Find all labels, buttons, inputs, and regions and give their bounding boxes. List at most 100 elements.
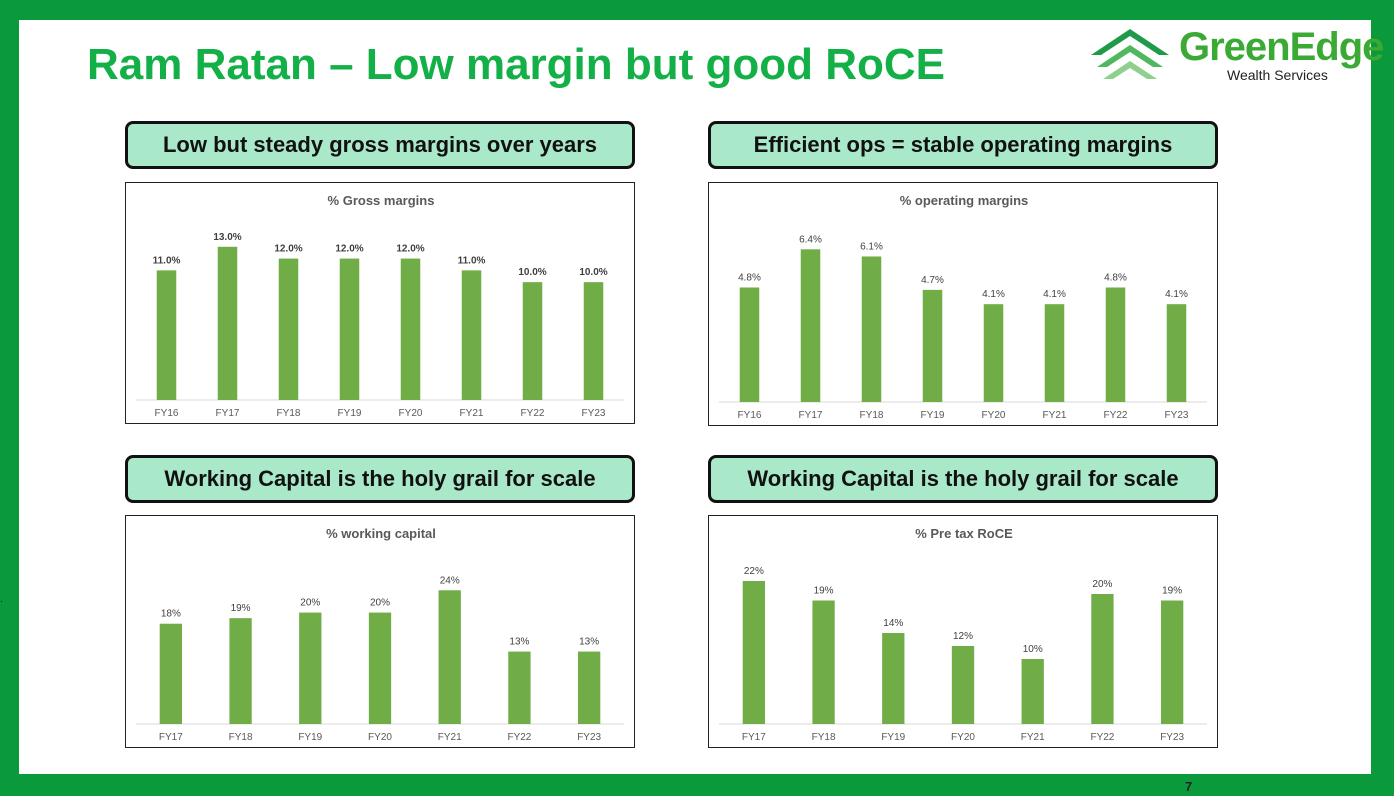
data-label: 19% bbox=[231, 603, 251, 614]
data-label: 13% bbox=[579, 637, 599, 648]
data-label: 10% bbox=[1023, 644, 1043, 655]
x-tick-label: FY19 bbox=[921, 410, 945, 421]
bar bbox=[1166, 304, 1187, 402]
bar bbox=[159, 623, 183, 724]
x-tick-label: FY21 bbox=[1021, 732, 1045, 743]
bar bbox=[983, 304, 1004, 402]
x-tick-label: FY17 bbox=[799, 410, 823, 421]
x-tick-label: FY19 bbox=[298, 732, 322, 743]
logo-tagline: Wealth Services bbox=[1227, 67, 1328, 83]
caption-working-capital: Working Capital is the holy grail for sc… bbox=[125, 455, 635, 503]
x-tick-label: FY18 bbox=[860, 410, 884, 421]
data-label: 4.8% bbox=[738, 272, 761, 283]
x-tick-label: FY16 bbox=[155, 408, 179, 419]
data-label: 6.1% bbox=[860, 241, 883, 252]
data-label: 6.4% bbox=[799, 234, 822, 245]
x-tick-label: FY22 bbox=[507, 732, 531, 743]
data-label: 20% bbox=[1092, 579, 1112, 590]
chart-working-capital: % working capital 18% FY17 19% FY18 20% FY19 20… bbox=[125, 515, 635, 748]
bar bbox=[368, 612, 392, 724]
chart-working-capital-svg: % working capital 18% FY17 19% FY18 20% FY19 20… bbox=[136, 526, 624, 743]
data-label: 10.0% bbox=[579, 267, 607, 278]
x-tick-label: FY20 bbox=[982, 410, 1006, 421]
x-tick-label: FY21 bbox=[460, 408, 484, 419]
x-tick-label: FY16 bbox=[738, 410, 762, 421]
data-label: 12.0% bbox=[274, 244, 302, 255]
x-tick-label: FY17 bbox=[159, 732, 183, 743]
bar bbox=[156, 270, 177, 400]
data-label: 4.7% bbox=[921, 275, 944, 286]
x-tick-label: FY23 bbox=[1160, 732, 1184, 743]
chart-gross-margins: % Gross margins 11.0% FY16 13.0% FY17 12.0% FY… bbox=[125, 182, 635, 424]
bar bbox=[508, 651, 531, 724]
x-tick-label: FY18 bbox=[812, 732, 836, 743]
caption-gross-margins: Low but steady gross margins over years bbox=[125, 121, 635, 169]
bar bbox=[922, 289, 943, 402]
chart-operating-margins: % operating margins 4.8% FY16 6.4% FY17 6.1% F… bbox=[708, 182, 1218, 426]
bar bbox=[400, 258, 421, 400]
bar bbox=[812, 600, 835, 724]
x-tick-label: FY17 bbox=[216, 408, 240, 419]
chart-title: % operating margins bbox=[900, 193, 1029, 208]
page-number: 7 bbox=[1185, 779, 1193, 794]
data-label: 11.0% bbox=[458, 255, 486, 266]
chart-gross-margins-svg: % Gross margins 11.0% FY16 13.0% FY17 12.0% FY… bbox=[136, 193, 624, 419]
data-label: 18% bbox=[161, 609, 181, 620]
caption-operating-margins: Efficient ops = stable operating margins bbox=[708, 121, 1218, 169]
edge-mark: . bbox=[0, 594, 3, 605]
bar bbox=[299, 612, 322, 724]
bar bbox=[1105, 287, 1126, 402]
bar bbox=[339, 258, 360, 400]
data-label: 4.1% bbox=[982, 289, 1005, 300]
x-tick-label: FY23 bbox=[582, 408, 606, 419]
bar bbox=[577, 651, 601, 724]
data-label: 20% bbox=[370, 598, 390, 609]
bar bbox=[951, 646, 975, 724]
x-tick-label: FY21 bbox=[1043, 410, 1067, 421]
data-label: 13.0% bbox=[213, 232, 241, 243]
x-tick-label: FY18 bbox=[229, 732, 253, 743]
x-tick-label: FY22 bbox=[521, 408, 545, 419]
data-label: 11.0% bbox=[153, 255, 181, 266]
data-label: 12.0% bbox=[396, 244, 424, 255]
bar bbox=[1160, 600, 1184, 724]
chart-title: % Pre tax RoCE bbox=[915, 526, 1013, 541]
bar bbox=[1044, 304, 1065, 402]
bar bbox=[461, 270, 482, 400]
chevron-stack-icon bbox=[1091, 29, 1169, 79]
bar bbox=[739, 287, 760, 402]
data-label: 19% bbox=[1162, 586, 1182, 597]
bar bbox=[278, 258, 299, 400]
data-label: 13% bbox=[509, 637, 529, 648]
chart-roce-svg: % Pre tax RoCE 22% FY17 19% FY18 14% FY19 12% FY… bbox=[719, 526, 1207, 743]
bar bbox=[800, 249, 821, 402]
x-tick-label: FY20 bbox=[399, 408, 423, 419]
data-label: 12% bbox=[953, 631, 973, 642]
bar bbox=[229, 618, 252, 724]
x-tick-label: FY19 bbox=[338, 408, 362, 419]
data-label: 4.8% bbox=[1104, 272, 1127, 283]
logo: GreenEdge Wealth Services bbox=[1087, 25, 1384, 95]
chart-roce: % Pre tax RoCE 22% FY17 19% FY18 14% FY19 12% FY… bbox=[708, 515, 1218, 748]
x-tick-label: FY22 bbox=[1104, 410, 1128, 421]
caption-roce: Working Capital is the holy grail for sc… bbox=[708, 455, 1218, 503]
bar bbox=[583, 282, 604, 400]
x-tick-label: FY23 bbox=[577, 732, 601, 743]
bar bbox=[882, 633, 905, 724]
x-tick-label: FY20 bbox=[368, 732, 392, 743]
data-label: 4.1% bbox=[1165, 289, 1188, 300]
data-label: 14% bbox=[883, 618, 903, 629]
data-label: 12.0% bbox=[335, 244, 363, 255]
x-tick-label: FY17 bbox=[742, 732, 766, 743]
bar bbox=[1021, 659, 1044, 724]
logo-name: GreenEdge bbox=[1179, 25, 1384, 69]
chart-title: % working capital bbox=[326, 526, 436, 541]
bar bbox=[438, 590, 461, 724]
data-label: 24% bbox=[440, 575, 460, 586]
slide-title: Ram Ratan – Low margin but good RoCE bbox=[87, 40, 946, 89]
x-tick-label: FY21 bbox=[438, 732, 462, 743]
slide: Ram Ratan – Low margin but good RoCE Gre… bbox=[19, 20, 1384, 774]
bar bbox=[1091, 594, 1114, 724]
bar bbox=[217, 246, 238, 400]
x-tick-label: FY19 bbox=[881, 732, 905, 743]
